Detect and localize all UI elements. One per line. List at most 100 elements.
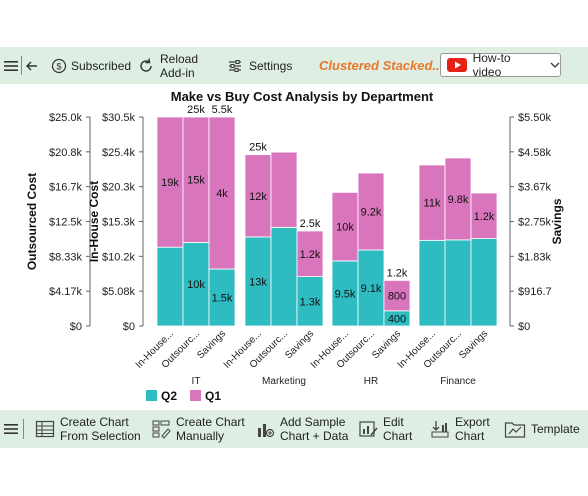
data-label-q2: 1.5k [212, 293, 233, 305]
export-chart-button[interactable]: Export Chart [430, 410, 490, 448]
dollar-circle-icon: $ [51, 58, 67, 73]
data-label-q2: 400 [388, 313, 406, 325]
toolbar-divider [21, 56, 22, 75]
howto-video-dropdown[interactable]: How-to video [440, 51, 561, 79]
data-label-total: 25k [249, 142, 267, 154]
legend-swatch [190, 390, 201, 401]
outsourced-tick-label: $16.7k [49, 182, 83, 194]
howto-label: How-to video [472, 51, 511, 79]
svg-text:$: $ [56, 61, 61, 71]
bar-q1 [383, 279, 411, 312]
bar-q2 [444, 239, 472, 327]
subscribed-label: Subscribed [71, 58, 132, 73]
bar-q1 [418, 164, 446, 241]
create-from-selection-button[interactable]: Create Chart From Selection [35, 410, 141, 448]
top-toolbar: $ Subscribed Reload Add-in Settings Clus… [0, 47, 588, 84]
data-label-total: 25k [187, 104, 205, 116]
chevron-down-icon [550, 62, 560, 68]
template-button[interactable]: Template [504, 410, 580, 448]
table-icon [35, 420, 55, 438]
export-icon [431, 421, 449, 438]
bar-q2 [244, 236, 272, 327]
edit-label-1: Edit [383, 415, 404, 429]
bar-q2 [418, 239, 446, 327]
data-label-total: 2.5k [300, 218, 321, 230]
outsourced-tick-label: $4.17k [49, 286, 83, 298]
toolbar-divider [23, 419, 24, 439]
bar-q2 [208, 268, 236, 327]
bar-q1 [470, 192, 498, 239]
inhouse-tick-label: $5.08k [102, 286, 136, 298]
chart-type-link[interactable]: Clustered Stacked... [319, 47, 443, 84]
savings-tick-label: $2.75k [518, 217, 552, 229]
bar-q1 [208, 116, 236, 270]
bar-q2 [470, 238, 498, 327]
settings-button[interactable]: Settings [227, 47, 292, 84]
edit-chart-button[interactable]: Edit Chart [358, 410, 412, 448]
outsourced-tick-label: $25.0k [49, 112, 83, 124]
bar-q2 [296, 276, 324, 327]
savings-tick-label: $1.83k [518, 251, 552, 263]
back-arrow-icon[interactable] [25, 47, 39, 84]
savings-tick-label: $916.7 [518, 286, 552, 298]
data-label-q1: 9.2k [361, 206, 382, 218]
savings-axis-label: Savings [550, 198, 564, 244]
data-label-q1: 10k [336, 222, 354, 234]
subscribed-button[interactable]: $ Subscribed [51, 47, 131, 84]
data-label-q1: 1.2k [474, 211, 495, 223]
inhouse-tick-label: $25.4k [102, 147, 136, 159]
outsourced-tick-label: $0 [70, 321, 82, 333]
menu-icon[interactable] [3, 410, 19, 448]
create-manually-button[interactable]: Create Chart Manually [151, 410, 245, 448]
inhouse-tick-label: $20.3k [102, 182, 136, 194]
legend-swatch [146, 390, 157, 401]
grid-edit-icon [152, 420, 171, 439]
savings-tick-label: $0 [518, 321, 530, 333]
export-label-2: Chart [455, 429, 485, 443]
reload-addin-button[interactable]: Reload Add-in [137, 47, 198, 84]
data-label-q1: 11k [424, 198, 441, 210]
bar-q1 [296, 230, 324, 277]
data-label-q2: 9.5k [335, 288, 356, 300]
youtube-icon [447, 58, 467, 72]
savings-tick-label: $4.58k [518, 147, 552, 159]
chart: Make vs Buy Cost Analysis by Department $… [25, 89, 564, 403]
outsourced-tick-label: $20.8k [49, 147, 83, 159]
bottom-toolbar: Create Chart From Selection Create Chart… [0, 410, 588, 448]
data-label-q2: 9.1k [361, 283, 382, 295]
menu-icon[interactable] [3, 47, 19, 84]
data-label-q1: 800 [388, 291, 406, 303]
data-label-q2: 1.3k [300, 296, 321, 308]
sample-chart-icon [258, 424, 275, 438]
group-label: Marketing [262, 376, 306, 387]
inhouse-tick-label: $30.5k [102, 112, 136, 124]
export-label-1: Export [455, 415, 490, 429]
reload-label-1: Reload [160, 51, 199, 66]
inhouse-axis-label: In-House Cost [87, 181, 101, 262]
data-label-q2: 13k [249, 276, 267, 288]
sliders-icon [229, 59, 241, 72]
bar-q1 [182, 116, 210, 243]
reload-label-2: Add-in [160, 65, 195, 80]
edit-label-2: Chart [383, 429, 413, 443]
template-label: Template [531, 422, 580, 436]
bar-q1 [357, 172, 385, 251]
reload-icon [140, 57, 152, 72]
data-label-q1: 15k [187, 175, 205, 187]
group-label: IT [192, 376, 201, 387]
bar-q2 [357, 249, 385, 327]
edit-chart-icon [359, 421, 378, 437]
add-sample-label-1: Add Sample [280, 415, 346, 429]
category-label: Savings [195, 328, 228, 361]
category-label: Savings [457, 328, 490, 361]
create-selection-label-2: From Selection [60, 429, 141, 443]
add-sample-button[interactable]: Add Sample Chart + Data [255, 410, 348, 448]
legend-label: Q1 [205, 389, 221, 403]
legend-label: Q2 [161, 389, 177, 403]
data-label-total: 1.2k [387, 267, 408, 279]
bar-q2 [270, 226, 298, 327]
settings-label: Settings [249, 58, 293, 73]
group-label: Finance [440, 376, 476, 387]
create-manual-label-1: Create Chart [176, 415, 245, 429]
category-label: Savings [370, 328, 403, 361]
